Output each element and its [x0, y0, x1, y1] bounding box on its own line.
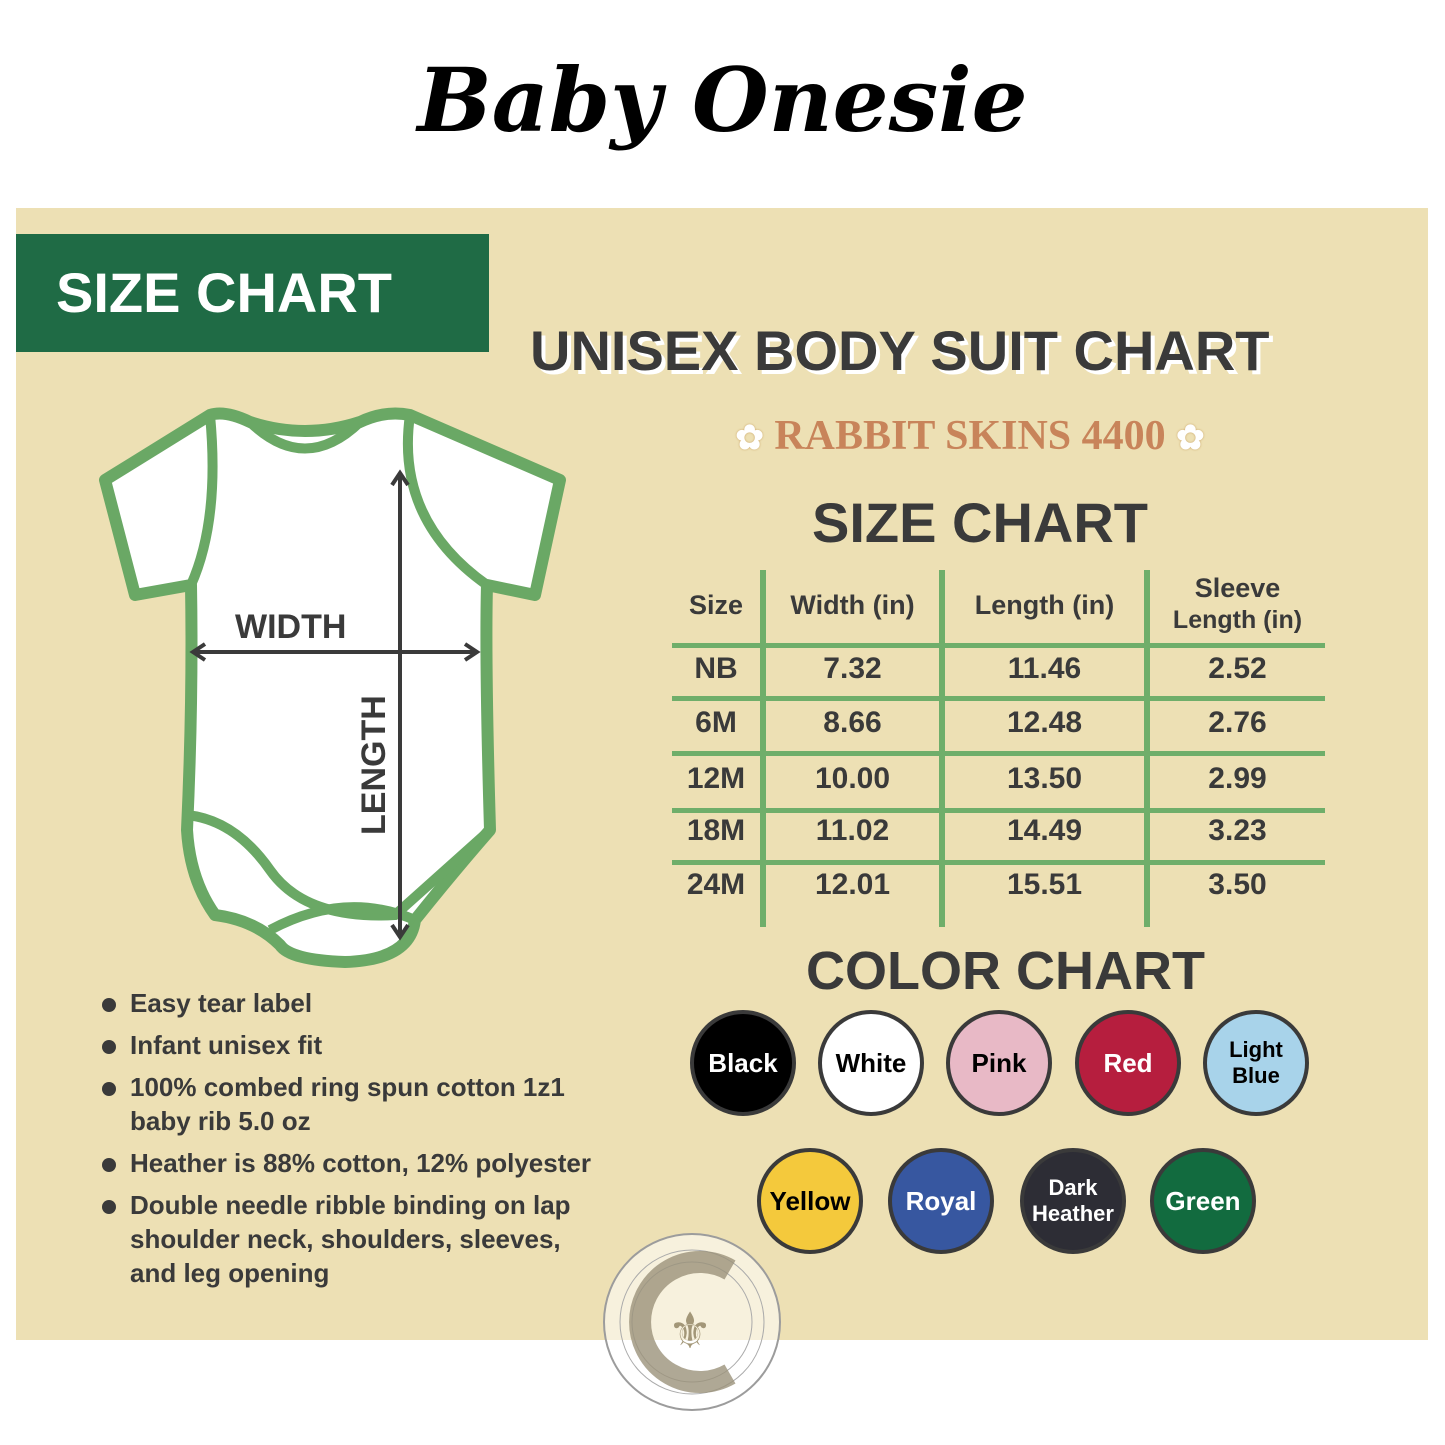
header-sleeve-unit: Length (in) [1172, 606, 1303, 634]
width-label: WIDTH [235, 608, 346, 646]
table-cell: 6M [695, 706, 737, 739]
color-swatch: Yellow [757, 1148, 863, 1254]
header-length: Length (in) [974, 590, 1115, 620]
color-swatch: White [818, 1010, 924, 1116]
table-cell: 10.00 [814, 762, 891, 795]
header-width: Width (in) [790, 590, 915, 620]
table-cell: 8.66 [823, 706, 882, 739]
size-table: Size Width (in) Length (in) Sleeve Lengt… [672, 570, 1325, 927]
table-cell: 14.49 [1006, 814, 1083, 847]
color-swatch: Light Blue [1203, 1010, 1309, 1116]
table-cell: NB [694, 652, 738, 685]
svg-text:⚜: ⚜ [668, 1303, 713, 1359]
table-cell: 2.99 [1208, 762, 1267, 795]
onesie-diagram: WIDTH LENGTH [99, 407, 566, 968]
color-name: Red [1103, 1048, 1153, 1078]
color-name: Green [1165, 1186, 1241, 1216]
size-chart-banner: SIZE CHART [16, 234, 489, 352]
color-name: Pink [971, 1048, 1027, 1078]
chart-title: UNISEX BODY SUIT CHART [530, 319, 1270, 382]
color-heading: COLOR CHART [806, 941, 1205, 1001]
watermark-seal: ⚜ [603, 1233, 781, 1411]
feature-item: 100% combed ring spun cotton 1z1 baby ri… [100, 1070, 600, 1138]
table-cell: 12.48 [1006, 706, 1083, 739]
table-cell: 12.01 [814, 868, 891, 901]
feature-item: Heather is 88% cotton, 12% polyester [100, 1146, 660, 1180]
table-cell: 7.32 [823, 652, 882, 685]
color-name: Royal [905, 1186, 977, 1216]
table-cell: 3.23 [1208, 814, 1267, 847]
header-sleeve-length: Sleeve Length (in) [1150, 572, 1325, 636]
header-size: Size [688, 590, 744, 620]
feature-list: Easy tear label Infant unisex fit 100% c… [100, 986, 660, 1298]
color-name: Black [708, 1048, 778, 1078]
subtitle-text: RABBIT SKINS 4400 [774, 413, 1166, 459]
table-cell: 11.02 [815, 814, 890, 847]
feature-item: Infant unisex fit [100, 1028, 660, 1062]
size-heading: SIZE CHART [812, 491, 1148, 554]
color-name: Yellow [769, 1186, 851, 1216]
feature-item: Easy tear label [100, 986, 660, 1020]
table-cell: 24M [686, 868, 746, 901]
feature-item: Double needle ribble binding on lap shou… [100, 1188, 600, 1290]
color-swatch: Green [1150, 1148, 1256, 1254]
color-name: Light Blue [1229, 1037, 1283, 1088]
page-title: Baby Onesie [417, 48, 1028, 152]
table-cell: 2.52 [1208, 652, 1267, 685]
color-swatch: Royal [888, 1148, 994, 1254]
color-swatch: Red [1075, 1010, 1181, 1116]
table-cell: 3.50 [1208, 868, 1267, 901]
table-cell: 18M [686, 814, 746, 847]
header-sleeve: Sleeve [1194, 573, 1281, 603]
subtitle: ✿ RABBIT SKINS 4400 ✿ [660, 412, 1280, 460]
flower-icon: ✿ [735, 420, 764, 457]
color-name: White [835, 1048, 907, 1078]
table-cell: 13.50 [1006, 762, 1083, 795]
color-name: Dark Heather [1032, 1175, 1114, 1226]
color-swatch: Pink [946, 1010, 1052, 1116]
color-swatch: Black [690, 1010, 796, 1116]
table-cell: 12M [686, 762, 746, 795]
onesie-outline [99, 407, 566, 968]
length-label: LENGTH [355, 695, 393, 835]
table-cell: 2.76 [1208, 706, 1267, 739]
table-cell: 11.46 [1007, 652, 1082, 685]
flower-icon: ✿ [1176, 420, 1205, 457]
table-cell: 15.51 [1006, 868, 1083, 901]
color-swatch: Dark Heather [1020, 1148, 1126, 1254]
